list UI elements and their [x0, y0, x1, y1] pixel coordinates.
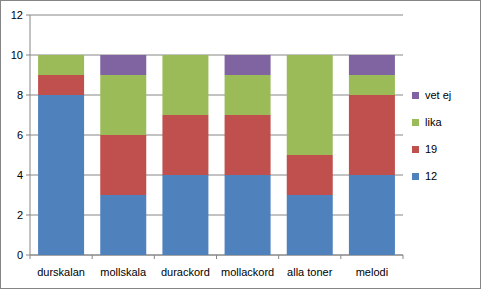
bar-segment [225, 115, 271, 175]
legend-label: lika [425, 116, 442, 128]
tick-label: 0 [17, 249, 23, 261]
bar-segment [100, 75, 146, 135]
bar-segment [100, 195, 146, 255]
tick-mark [26, 135, 30, 136]
tick-mark [26, 175, 30, 176]
bar-segment [100, 135, 146, 195]
bar-segment [38, 55, 84, 56]
bar-segment [349, 75, 395, 95]
legend-swatch [412, 92, 419, 99]
category-label: durskalan [37, 266, 85, 278]
bar-segment [287, 195, 333, 255]
legend-swatch [412, 146, 419, 153]
category-tick [278, 255, 279, 259]
category-tick [30, 255, 31, 259]
bar-segment [162, 55, 208, 115]
category-tick [403, 255, 404, 259]
category-label: mollackord [221, 266, 274, 278]
legend-swatch [412, 173, 419, 180]
tick-mark [26, 55, 30, 56]
bar-segment [287, 55, 333, 155]
bar-segment [287, 155, 333, 195]
tick-mark [26, 255, 30, 256]
grid-line [30, 135, 403, 136]
y-axis [30, 15, 31, 255]
category-label: durackord [161, 266, 210, 278]
category-tick [92, 255, 93, 259]
bar-segment [225, 75, 271, 115]
tick-label: 2 [17, 209, 23, 221]
bar-segment [38, 55, 84, 75]
bars [38, 55, 395, 255]
bar-segment [349, 95, 395, 175]
grid-line [30, 215, 403, 216]
bar-segment [162, 115, 208, 175]
tick-label: 10 [11, 49, 23, 61]
chart-svg: 0 2 4 6 8 10 12 durskalan mollskala durackord moll… [0, 0, 481, 289]
tick-label: 12 [11, 9, 23, 21]
legend-label: 19 [425, 143, 437, 155]
category-label: alla toner [287, 266, 333, 278]
category-label: melodi [356, 266, 388, 278]
tick-label: 4 [17, 169, 23, 181]
bar-segment [349, 175, 395, 255]
grid-line [30, 175, 403, 176]
tick-mark [26, 215, 30, 216]
grid-line [30, 55, 403, 56]
chart-border [1, 1, 481, 289]
category-tick [340, 255, 341, 259]
grid-line [30, 95, 403, 96]
bar-segment [225, 175, 271, 255]
legend: vet ej lika 19 12 [412, 89, 451, 182]
category-tick [154, 255, 155, 259]
bar-segment [162, 175, 208, 255]
bar-segment [38, 75, 84, 95]
bar-segment [162, 55, 208, 56]
bar-segment [349, 55, 395, 75]
category-tick [216, 255, 217, 259]
chart-container: 0 2 4 6 8 10 12 durskalan mollskala durackord moll… [0, 0, 481, 289]
bar-segment [287, 55, 333, 56]
tick-mark [26, 15, 30, 16]
bar-segment [100, 55, 146, 75]
legend-swatch [412, 119, 419, 126]
bar-segment [38, 95, 84, 255]
legend-label: 12 [425, 170, 437, 182]
grid-line [30, 15, 403, 16]
tick-mark [26, 95, 30, 96]
tick-label: 6 [17, 129, 23, 141]
legend-label: vet ej [425, 89, 451, 101]
bar-segment [225, 55, 271, 75]
tick-label: 8 [17, 89, 23, 101]
category-label: mollskala [100, 266, 147, 278]
